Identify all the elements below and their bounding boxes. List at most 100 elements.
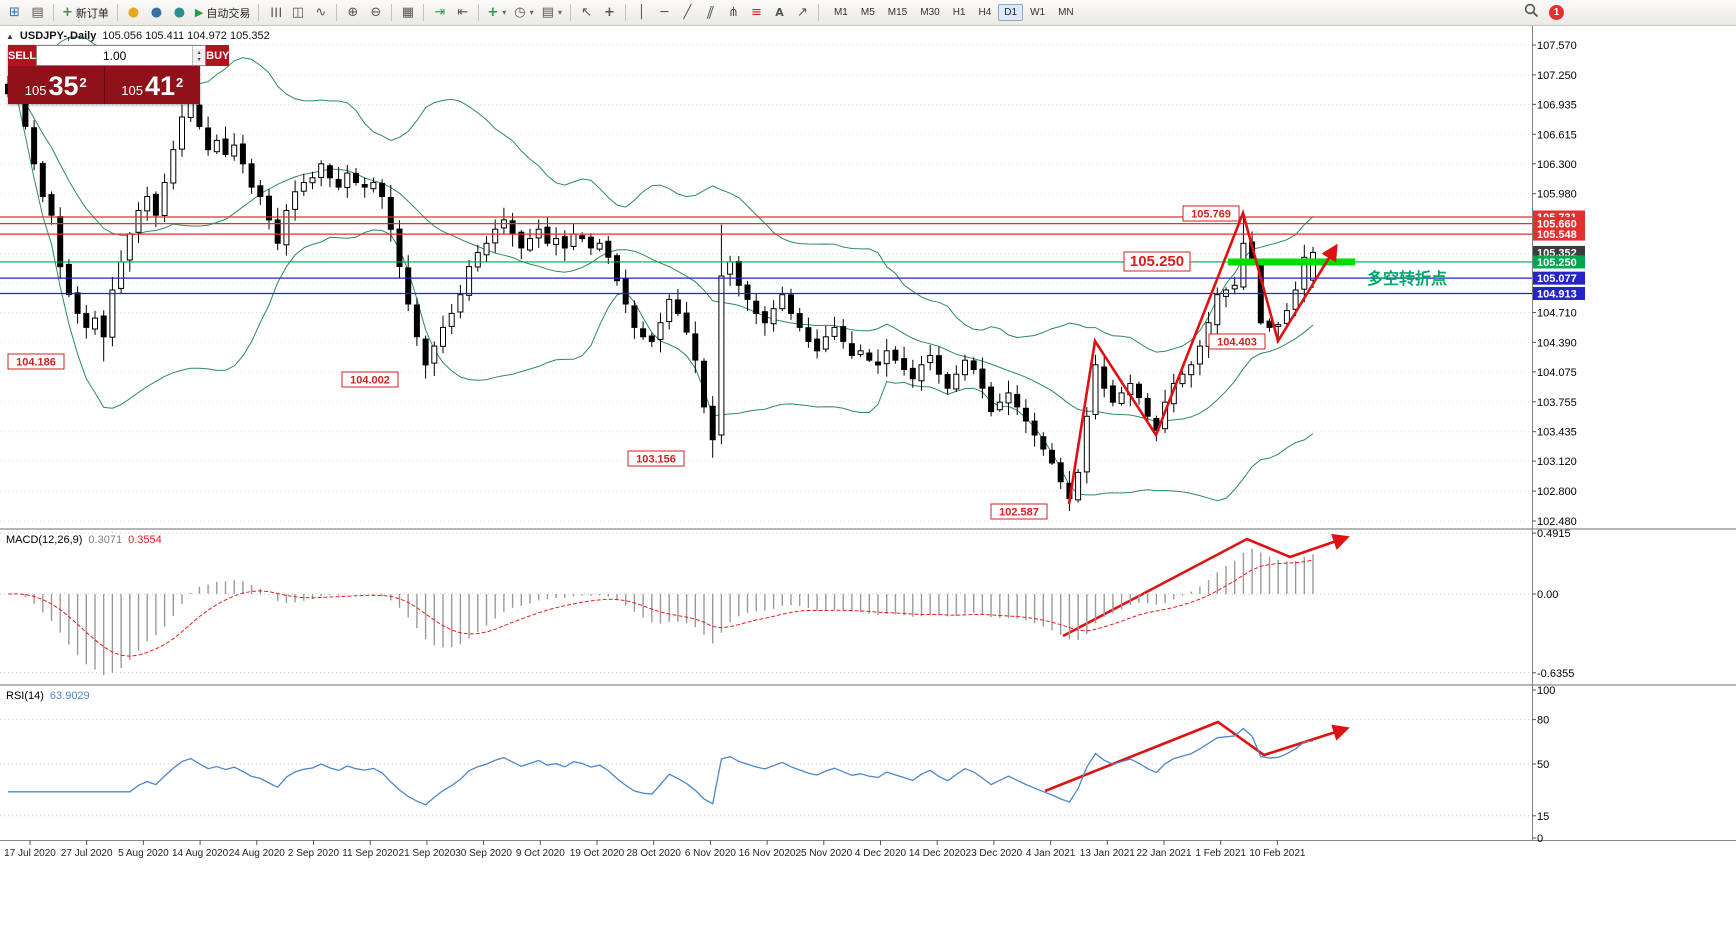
chevron-down-icon: ▾ [557,8,562,17]
trend-arrow-macd[interactable] [1062,533,1350,638]
timeframe-W1[interactable]: W1 [1024,4,1051,21]
separator [391,4,393,21]
crosshair-button[interactable]: + [599,3,620,23]
channel-button[interactable]: ∥ [700,3,721,23]
timeframe-H1[interactable]: H1 [947,4,972,21]
channel-icon: ∥ [704,5,717,20]
price-level-label [1533,286,1585,300]
notification-badge[interactable]: 1 [1549,5,1564,20]
svg-text:13 Jan 2021: 13 Jan 2021 [1080,848,1135,859]
svg-text:107.250: 107.250 [1537,70,1577,82]
buy-price-sup: 2 [176,75,184,90]
svg-text:10 Feb 2021: 10 Feb 2021 [1249,848,1306,859]
callout-box[interactable] [341,371,399,388]
timeframe-M1[interactable]: M1 [828,4,854,21]
svg-text:105.548: 105.548 [1537,229,1577,241]
vertical-line-button[interactable]: │ [631,3,652,23]
svg-text:15: 15 [1537,811,1549,823]
callout-label: 104.403 [1217,337,1257,349]
trendline-button[interactable]: ╱ [677,3,698,23]
timeframe-MN[interactable]: MN [1052,4,1080,21]
callout-box[interactable] [990,503,1048,520]
new-chart-button[interactable]: ⊞ [4,3,25,23]
community-button[interactable]: ● [146,3,167,23]
thick-trend-line[interactable] [1228,258,1355,266]
svg-text:102.800: 102.800 [1537,486,1577,498]
sell-price-big: 35 [48,71,79,101]
new-order-plus-icon: + [62,5,73,20]
svg-text:102.480: 102.480 [1537,516,1577,528]
line-chart-icon: ∿ [315,5,327,20]
macd-label: MACD(12,26,9) 0.3071 0.3554 [6,534,162,546]
callout-box[interactable] [1182,205,1240,222]
zoom-in-button[interactable]: ⊕ [342,3,363,23]
periods-button[interactable]: ◷ ▾ [511,3,536,23]
volume-up-button[interactable]: ▴ [193,48,206,56]
separator [423,4,425,21]
arrows-tool-button[interactable]: ↗ [792,3,813,23]
templates-button[interactable]: ▤ ▾ [539,3,565,23]
svg-text:21 Sep 2020: 21 Sep 2020 [399,848,456,859]
text-tool-button[interactable]: A [769,3,790,23]
cursor-button[interactable]: ↖ [576,3,597,23]
svg-text:0.00: 0.00 [1537,589,1558,601]
time-scale[interactable]: 17 Jul 2020 27 Jul 2020 5 Aug 2020 14 Aug 2… [4,840,1306,859]
sell-button[interactable]: SELL [8,45,37,66]
svg-text:103.435: 103.435 [1537,427,1577,439]
timeframe-M30[interactable]: M30 [914,4,945,21]
separator [336,4,338,21]
price-scale[interactable]: 107.570 107.250 106.935 106.615 106.300 105.9… [1532,40,1585,528]
volume-down-button[interactable]: ▾ [193,55,206,63]
buy-button[interactable]: BUY [206,45,230,66]
callout-box[interactable] [7,353,65,370]
sell-price-sup: 2 [79,75,87,90]
zoom-out-button[interactable]: ⊖ [365,3,386,23]
horizontal-line-button[interactable]: ─ [654,3,675,23]
svg-text:0.4915: 0.4915 [1537,528,1571,540]
svg-text:22 Jan 2021: 22 Jan 2021 [1136,848,1191,859]
callout-box[interactable] [627,450,685,467]
candlestick-button[interactable]: ◫ [287,3,308,23]
callout-box[interactable] [1208,333,1266,350]
template-icon: ▤ [541,5,554,20]
svg-text:25 Nov 2020: 25 Nov 2020 [795,848,852,859]
one-click-collapse-icon[interactable]: ▲ [6,31,14,41]
autotrading-button[interactable]: ▶ 自动交易 [192,3,253,23]
buy-price[interactable]: 105 41 2 [105,66,201,104]
auto-scroll-button[interactable]: ⇥ [429,3,450,23]
separator [258,4,260,21]
pitchfork-button[interactable]: ⋔ [723,3,744,23]
indicators-button[interactable]: + ▾ [484,3,509,23]
sell-price[interactable]: 105 35 2 [8,66,105,104]
chart-title: ▲ USDJPY-,Daily 105.056 105.411 104.972 … [6,30,270,42]
callout-box[interactable] [1123,251,1191,272]
text-tool-icon: A [775,6,784,19]
timeframe-M15[interactable]: M15 [882,4,913,21]
profiles-button[interactable]: ▤ [27,3,48,23]
market-button[interactable]: ● [169,3,190,23]
trend-arrow-main[interactable] [1067,208,1338,505]
pane-separator[interactable] [0,684,1736,686]
metaquotes-button[interactable]: ● [123,3,144,23]
fibonacci-button[interactable]: ≡ [746,3,767,23]
timeframe-M5[interactable]: M5 [855,4,881,21]
tile-windows-button[interactable]: ▦ [397,3,418,23]
search-icon[interactable] [1524,3,1539,23]
timeframe-D1[interactable]: D1 [998,4,1024,21]
timeframe-H4[interactable]: H4 [972,4,997,21]
svg-text:30 Sep 2020: 30 Sep 2020 [455,848,512,859]
macd-signal-line [7,559,1314,657]
price-level-label [1533,271,1585,285]
chart-shift-button[interactable]: ⇤ [452,3,473,23]
cn-annotation-text[interactable]: 多空转折点 [1367,269,1447,288]
vertical-line-icon: │ [637,5,646,20]
line-chart-button[interactable]: ∿ [310,3,331,23]
new-order-button[interactable]: + 新订单 [59,3,112,23]
volume-input[interactable] [37,46,193,65]
svg-text:105.077: 105.077 [1537,273,1577,285]
svg-text:105.250: 105.250 [1537,257,1577,269]
chart-shift-icon: ⇤ [457,5,469,20]
pane-separator[interactable] [0,528,1736,530]
bar-chart-button[interactable]: ☰ [264,3,285,23]
